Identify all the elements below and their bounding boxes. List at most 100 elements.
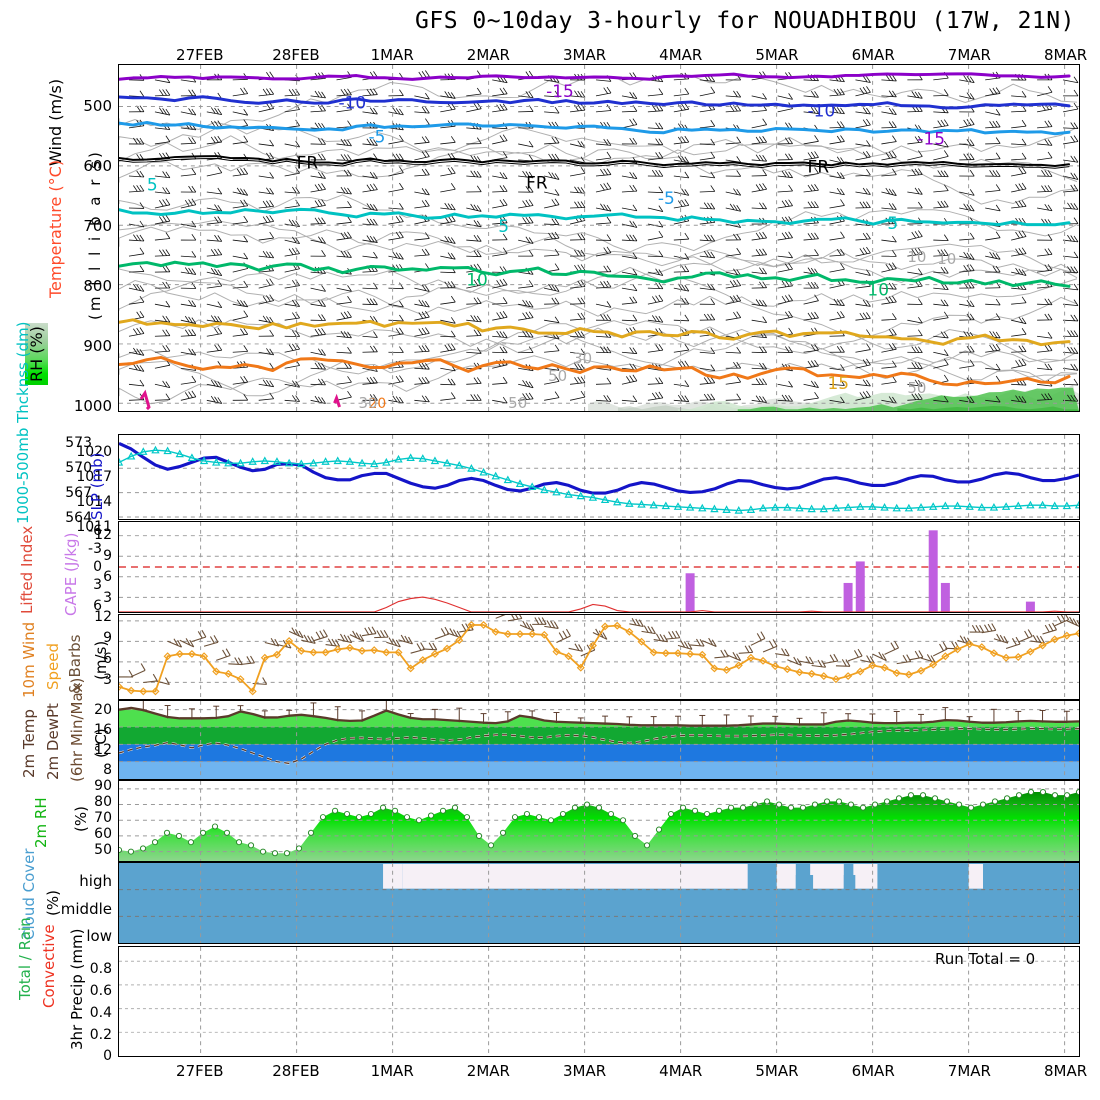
wind-ytick-6: 6 [103, 651, 112, 667]
precip-axis-label: 3hr Precip (mm) [68, 928, 86, 1050]
upper-pressure-label: (m i l l i b a r s) [86, 149, 104, 320]
svg-text:10: 10 [867, 280, 889, 300]
svg-text:5: 5 [147, 174, 158, 194]
svg-text:-10: -10 [808, 101, 836, 121]
temp2m-label: 2m Temp [20, 709, 38, 778]
upper-air-panel: -15 -15 -10 -10 -5 -5 FR FR FR 5 5 5 10 10 15 20 10 10 30 5… [118, 64, 1080, 412]
rh2m-units-label: (%) [72, 806, 90, 832]
svg-text:-5: -5 [368, 127, 385, 147]
svg-text:FR: FR [297, 152, 319, 172]
temp-ytick-20: 20 [94, 702, 112, 718]
temp-units-label: (°C) [92, 728, 110, 758]
rh2m-label: 2m RH [32, 797, 50, 848]
top-date-27feb: 27FEB [176, 46, 224, 64]
convective-label: Convective [40, 924, 58, 1008]
svg-text:5: 5 [887, 213, 898, 233]
slp-label: SLP (mb) [88, 452, 106, 520]
rh2m-plot [119, 781, 1079, 861]
cloud-level-high: high [79, 872, 112, 890]
bottom-date-5mar: 5MAR [755, 1062, 799, 1080]
svg-text:30: 30 [359, 394, 378, 411]
precip-ytick-0-4: 0.4 [89, 1005, 112, 1021]
svg-text:-5: -5 [658, 188, 675, 208]
li-ytick-6: 6 [93, 598, 102, 614]
svg-text:50: 50 [508, 394, 527, 411]
bottom-date-1mar: 1MAR [370, 1062, 414, 1080]
bottom-date-8mar: 8MAR [1043, 1062, 1088, 1080]
page-title: GFS 0~10day 3-hourly for NOUADHIBOU (17W… [415, 8, 1075, 34]
precip-panel [118, 946, 1080, 1057]
dewpt2m-label: 2m DewPt [44, 703, 62, 780]
cape-ytick-9: 9 [103, 548, 112, 564]
li-ytick-0: 0 [93, 559, 102, 575]
cloud-units-label: (%) [44, 890, 62, 916]
rh-ytick-80: 80 [94, 794, 112, 810]
minmax-label: (6hr Min/Max) [68, 677, 86, 782]
top-date-2mar: 2MAR [466, 46, 510, 64]
wind-ytick-9: 9 [103, 630, 112, 646]
cloud-level-middle: middle [60, 900, 112, 918]
precip-ytick-0: 0 [103, 1048, 112, 1064]
temp-ytick-16: 16 [94, 722, 112, 738]
wind-ytick-12: 12 [94, 609, 112, 625]
top-date-8mar: 8MAR [1043, 46, 1088, 64]
bottom-date-28feb: 28FEB [272, 1062, 320, 1080]
slp-ytick-1017: 1017 [76, 469, 112, 485]
temp-ytick-8: 8 [103, 762, 112, 778]
top-date-28feb: 28FEB [272, 46, 320, 64]
li-ytick--3: -3 [88, 541, 102, 557]
upper-wind-label: Wind (m/s) [46, 78, 65, 166]
precip-ytick-0-8: 0.8 [89, 961, 112, 977]
svg-text:-10: -10 [339, 93, 367, 113]
li-cape-plot [119, 522, 1079, 612]
wind10m-label: 10m Wind [20, 621, 38, 698]
temp2m-plot [119, 701, 1079, 779]
upper-ytick-600: 600 [83, 157, 112, 175]
thick-ytick-570: 570 [65, 460, 92, 476]
svg-text:10: 10 [907, 248, 926, 266]
wind-speed-label: Speed [44, 642, 62, 690]
top-date-5mar: 5MAR [755, 46, 799, 64]
cloud-level-low: low [86, 927, 112, 945]
svg-text:10: 10 [466, 270, 488, 290]
cape-ytick-12: 12 [94, 527, 112, 543]
bottom-date-7mar: 7MAR [947, 1062, 991, 1080]
temp2m-panel [118, 700, 1080, 780]
slp-ytick-1011: 1011 [76, 519, 112, 535]
slp-thickness-panel [118, 434, 1080, 520]
lifted-index-label: Lifted Index [18, 525, 36, 614]
rh-ytick-50: 50 [94, 842, 112, 858]
rh-ytick-70: 70 [94, 810, 112, 826]
bottom-date-6mar: 6MAR [851, 1062, 895, 1080]
thick-ytick-573: 573 [65, 435, 92, 451]
bottom-date-27feb: 27FEB [176, 1062, 224, 1080]
rh2m-panel [118, 780, 1080, 862]
thickness-label: 1000-500mb Thcknss (dm) [14, 321, 32, 524]
upper-ytick-700: 700 [83, 217, 112, 235]
top-date-1mar: 1MAR [370, 46, 414, 64]
bottom-date-3mar: 3MAR [562, 1062, 607, 1080]
svg-text:10: 10 [937, 250, 956, 268]
svg-text:20: 20 [368, 396, 386, 411]
run-total-label: Run Total = 0 [935, 950, 1036, 968]
svg-text:50: 50 [548, 367, 567, 385]
temp-ytick-12: 12 [94, 742, 112, 758]
cape-ytick-6: 6 [103, 569, 112, 585]
wind10m-panel [118, 614, 1080, 700]
svg-text:-15: -15 [546, 81, 574, 101]
precip-ytick-0-6: 0.6 [89, 983, 112, 999]
svg-text:30: 30 [573, 349, 592, 367]
svg-text:FR: FR [526, 172, 548, 192]
upper-ytick-900: 900 [83, 337, 112, 355]
rh-ytick-90: 90 [94, 778, 112, 794]
svg-text:-15: -15 [917, 129, 945, 149]
slp-ytick-1014: 1014 [76, 494, 112, 510]
rh-ytick-60: 60 [94, 826, 112, 842]
wind-units-label: (m/s) [92, 640, 110, 680]
li-ytick-3: 3 [93, 577, 102, 593]
cloud-cover-plot [119, 863, 1079, 943]
precip-ytick-0-2: 0.2 [89, 1027, 112, 1043]
upper-ytick-500: 500 [83, 97, 112, 115]
thick-ytick-564: 564 [65, 510, 92, 526]
